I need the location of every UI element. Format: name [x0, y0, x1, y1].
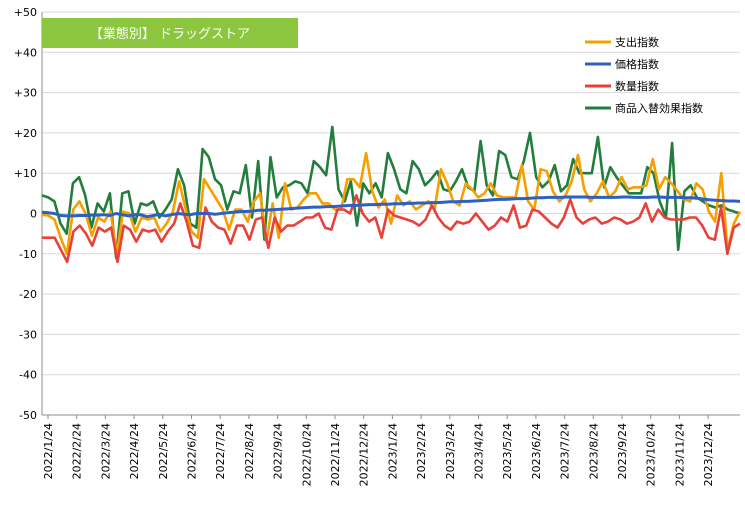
x-tick-label: 2023/9/24 [616, 423, 629, 479]
x-tick-label: 2022/12/24 [358, 423, 371, 486]
x-tick-label: 2023/3/24 [444, 423, 457, 479]
x-tick-label: 2022/9/24 [272, 423, 285, 479]
x-tick-label: 2023/6/24 [530, 423, 543, 479]
x-tick-label: 2022/11/24 [329, 423, 342, 486]
axis-layer: +50 +40 +30 +20 +10 0 -10 -20 -30 -40 -50 2022/1/24… [14, 6, 740, 486]
series-layer [41, 125, 742, 264]
y-tick-label: +10 [14, 167, 37, 180]
legend-label: 支出指数 [615, 35, 659, 49]
series-line-1 [41, 195, 741, 219]
x-tick-label: 2022/3/24 [99, 423, 112, 479]
x-tick-label: 2022/10/24 [300, 423, 313, 486]
y-tick-label: +30 [14, 87, 37, 100]
chart-title-bg [42, 18, 298, 48]
y-tick-label: +20 [14, 127, 37, 140]
x-tick-label: 2023/12/24 [702, 423, 715, 486]
series-line-0 [41, 151, 742, 256]
chart-title-box: 【業態別】 ドラッグストア [42, 18, 298, 48]
x-tick-label: 2023/8/24 [587, 423, 600, 479]
chart-title: 【業態別】 ドラッグストア [90, 26, 250, 42]
legend-label: 数量指数 [615, 79, 659, 93]
x-tick-label: 2022/1/24 [42, 423, 55, 479]
series-line-2 [42, 194, 741, 264]
y-tick-label: 0 [30, 208, 37, 221]
x-tick-label: 2022/2/24 [71, 423, 84, 479]
x-tick-label: 2023/11/24 [673, 423, 686, 486]
x-tick-label: 2022/4/24 [128, 423, 141, 479]
x-tick-label: 2022/6/24 [186, 423, 199, 479]
x-tick-label: 2023/2/24 [415, 423, 428, 479]
series-line-3 [41, 125, 741, 260]
x-tick-label: 2023/4/24 [473, 423, 486, 479]
y-tick-label: -10 [19, 248, 37, 261]
legend-label: 商品入替効果指数 [615, 101, 703, 115]
x-tick-label: 2022/8/24 [243, 423, 256, 479]
x-tick-label: 2022/7/24 [214, 423, 227, 479]
y-tick-label: +40 [14, 46, 37, 59]
y-tick-label: +50 [14, 6, 37, 19]
y-tick-label: -50 [19, 409, 37, 422]
x-tick-label: 2022/5/24 [157, 423, 170, 479]
y-tick-label: -20 [19, 288, 37, 301]
x-tick-label: 2023/7/24 [559, 423, 572, 479]
y-tick-label: -30 [19, 328, 37, 341]
y-tick-label: -40 [19, 369, 37, 382]
legend-label: 価格指数 [615, 57, 659, 71]
x-tick-label: 2023/1/24 [386, 423, 399, 479]
x-tick-label: 2023/5/24 [501, 423, 514, 479]
x-tick-label: 2023/10/24 [645, 423, 658, 486]
